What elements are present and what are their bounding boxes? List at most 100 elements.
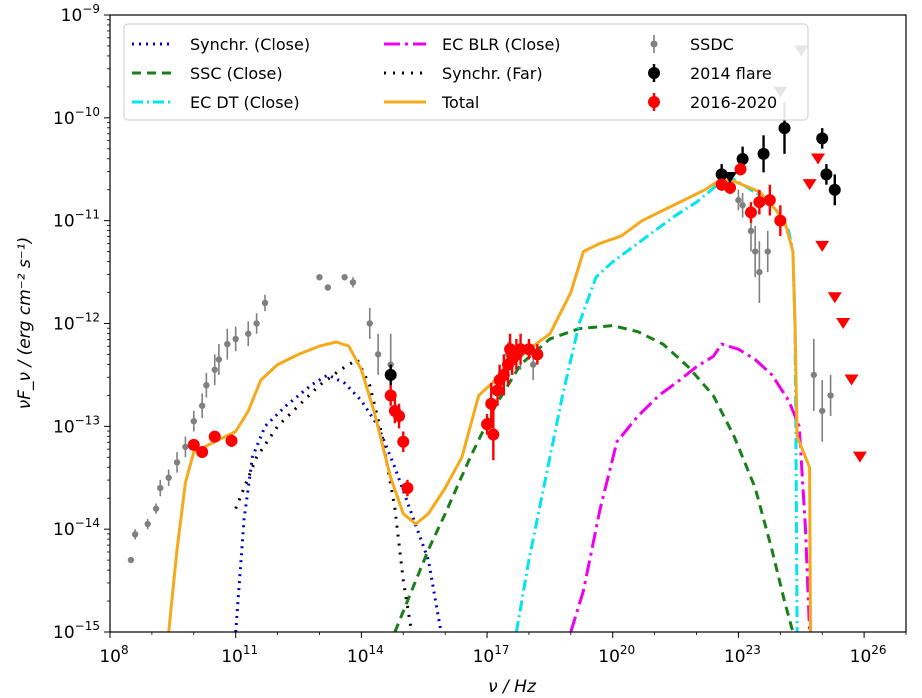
x-tick-label-3: 1017 xyxy=(473,643,510,667)
point-8-3 xyxy=(225,434,238,447)
upper-limit-10-2 xyxy=(815,240,830,252)
legend: Synchr. (Close) SSC (Close) EC DT (Close) E… xyxy=(123,23,809,121)
legend-swatch-6 xyxy=(650,40,658,48)
point-7-7 xyxy=(828,183,841,196)
point-6-12 xyxy=(215,356,223,363)
point-8-11 xyxy=(487,428,500,441)
y-tick-label-0: 10−15 xyxy=(53,619,100,643)
point-6-31 xyxy=(751,248,759,255)
point-8-12 xyxy=(491,384,504,397)
upper-limit-10-0 xyxy=(802,179,817,191)
point-6-36 xyxy=(827,392,834,399)
legend-label-0: Synchr. (Close) xyxy=(190,35,310,54)
point-6-24 xyxy=(387,361,394,368)
point-6-3 xyxy=(152,505,160,512)
point-7-1 xyxy=(715,168,728,181)
point-6-10 xyxy=(203,382,210,389)
x-tick-label-5: 1023 xyxy=(724,643,761,667)
point-7-2 xyxy=(736,152,749,165)
point-6-29 xyxy=(739,202,746,209)
point-6-15 xyxy=(245,330,252,337)
upper-limit-9-0 xyxy=(723,171,738,183)
legend-label-2: EC DT (Close) xyxy=(190,93,300,112)
point-8-7 xyxy=(397,435,410,448)
point-6-16 xyxy=(253,320,260,327)
point-8-23 xyxy=(724,181,737,194)
legend-box xyxy=(123,23,809,121)
x-tick-label-6: 1026 xyxy=(850,643,887,667)
x-tick-label-1: 1011 xyxy=(221,643,258,667)
point-6-1 xyxy=(131,531,139,538)
point-6-13 xyxy=(224,340,231,348)
point-6-30 xyxy=(747,227,755,235)
point-8-2 xyxy=(208,430,221,443)
point-6-28 xyxy=(735,196,742,204)
y-tick-label-1: 10−14 xyxy=(53,516,100,540)
point-6-35 xyxy=(819,407,826,415)
series-line-3 xyxy=(569,342,812,632)
legend-label-3: EC BLR (Close) xyxy=(442,35,561,54)
point-6-19 xyxy=(324,284,332,291)
point-8-6 xyxy=(393,410,406,423)
point-6-2 xyxy=(144,520,151,528)
point-8-10 xyxy=(485,397,498,410)
legend-label-7: 2014 flare xyxy=(690,64,772,83)
point-8-4 xyxy=(384,389,397,402)
legend-label-1: SSC (Close) xyxy=(190,64,283,83)
point-6-20 xyxy=(341,274,348,281)
y-tick-label-3: 10−12 xyxy=(53,311,100,335)
y-tick-label-5: 10−10 xyxy=(53,105,100,129)
x-tick-label-0: 108 xyxy=(99,643,128,667)
legend-label-6: SSDC xyxy=(690,35,734,54)
upper-limit-10-1 xyxy=(811,153,826,165)
y-tick-label-4: 10−11 xyxy=(53,208,100,232)
point-7-0 xyxy=(384,368,397,381)
x-axis-label: ν / Hz xyxy=(488,677,537,697)
point-6-5 xyxy=(165,474,172,481)
series-layer xyxy=(127,45,867,632)
point-7-5 xyxy=(816,132,829,145)
point-7-3 xyxy=(757,147,770,160)
series-line-1 xyxy=(393,324,795,632)
point-8-0 xyxy=(187,438,200,451)
point-6-4 xyxy=(157,484,164,492)
point-6-32 xyxy=(756,268,763,276)
point-8-19 xyxy=(514,343,527,356)
y-axis-label: νF_ν / (erg cm⁻² s⁻¹) xyxy=(15,237,35,409)
legend-label-8: 2016-2020 xyxy=(690,93,777,112)
point-6-11 xyxy=(211,366,218,373)
point-6-21 xyxy=(349,279,357,286)
axis-labels: ν / Hz νF_ν / (erg cm⁻² s⁻¹) xyxy=(15,237,537,697)
point-6-7 xyxy=(182,443,189,451)
point-8-8 xyxy=(401,482,414,495)
upper-limit-10-4 xyxy=(836,318,851,329)
point-8-26 xyxy=(753,196,766,209)
y-tick-label-2: 10−13 xyxy=(53,413,100,437)
legend-label-5: Total xyxy=(441,93,479,112)
y-tick-label-6: 10−9 xyxy=(61,2,100,26)
point-8-28 xyxy=(774,214,787,227)
point-6-9 xyxy=(198,402,206,409)
point-6-17 xyxy=(261,299,269,307)
x-tick-label-4: 1020 xyxy=(598,643,635,667)
point-8-25 xyxy=(744,206,757,219)
point-6-27 xyxy=(529,361,537,368)
point-6-8 xyxy=(190,417,197,425)
point-6-34 xyxy=(810,371,818,379)
legend-swatch-7 xyxy=(648,67,660,79)
point-6-6 xyxy=(173,459,181,466)
upper-limit-10-3 xyxy=(827,292,842,304)
point-6-0 xyxy=(127,556,135,564)
point-8-21 xyxy=(531,348,544,361)
point-7-4 xyxy=(778,122,791,135)
point-6-33 xyxy=(764,248,771,255)
upper-limit-10-6 xyxy=(852,451,867,463)
point-6-14 xyxy=(232,335,239,343)
upper-limit-10-5 xyxy=(844,374,859,386)
x-tick-label-2: 1014 xyxy=(347,643,384,667)
legend-swatch-8 xyxy=(648,96,660,108)
point-8-1 xyxy=(196,446,209,459)
axis-ticks: 108 1011 1014 1017 1020 1023 1026 10−15 10−14 10−… xyxy=(53,2,907,667)
point-6-23 xyxy=(374,351,382,358)
